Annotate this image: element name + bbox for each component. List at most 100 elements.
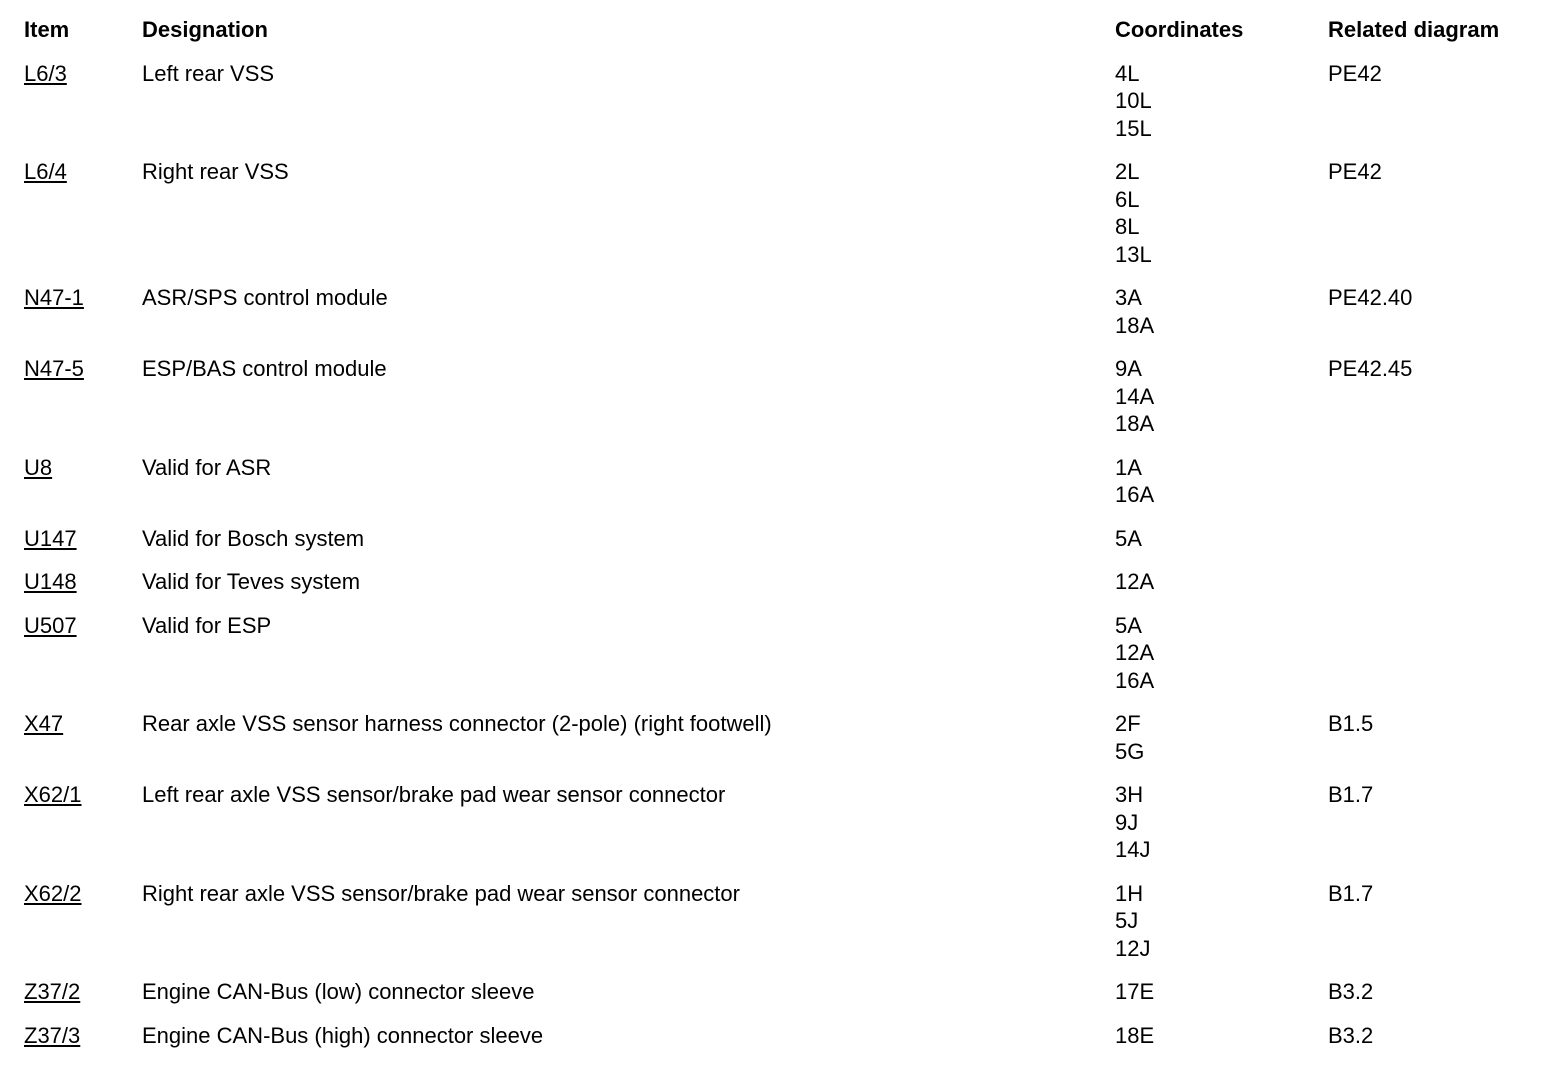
coordinate-value: 18A bbox=[1115, 312, 1155, 338]
item-cell: X62/2 bbox=[24, 880, 142, 908]
table-row: Z37/3 Engine CAN-Bus (high) connector sl… bbox=[24, 1022, 1568, 1050]
designation-cell: Left rear VSS bbox=[142, 60, 275, 86]
related-diagram-cell: B1.7 bbox=[1328, 782, 1374, 807]
coordinate-value: 5G bbox=[1115, 738, 1145, 764]
coordinate-value: 9J bbox=[1115, 809, 1139, 835]
coordinate-value: 16A bbox=[1115, 482, 1155, 507]
coordinate-value: 12A bbox=[1115, 640, 1155, 665]
table-row: Z37/2 Engine CAN-Bus (low) connector sle… bbox=[24, 978, 1568, 1006]
coordinate-value: 2F bbox=[1115, 711, 1141, 736]
table-header-row: Item Designation Coordinates Related dia… bbox=[24, 16, 1568, 44]
item-cell: N47-1 bbox=[24, 284, 142, 312]
coordinate-value: 18E bbox=[1115, 1022, 1155, 1048]
coordinates-cell: 17E bbox=[1115, 978, 1328, 1006]
table-row: U148 Valid for Teves system 12A bbox=[24, 568, 1568, 596]
related-diagram-cell: B1.7 bbox=[1328, 880, 1374, 906]
item-cell: L6/3 bbox=[24, 60, 142, 88]
coordinates-cell: 2L 6L 8L 13L bbox=[1115, 158, 1328, 268]
item-code-link[interactable]: X62/1 bbox=[24, 782, 82, 807]
designation-cell: Engine CAN-Bus (low) connector sleeve bbox=[142, 979, 535, 1004]
item-cell: X47 bbox=[24, 710, 142, 738]
designation-cell: Engine CAN-Bus (high) connector sleeve bbox=[142, 1022, 544, 1048]
item-code-link[interactable]: Z37/2 bbox=[24, 979, 81, 1004]
item-cell: Z37/2 bbox=[24, 978, 142, 1006]
item-cell: X62/1 bbox=[24, 781, 142, 809]
designation-cell: Valid for ESP bbox=[142, 612, 272, 638]
related-diagram-cell: PE42 bbox=[1328, 159, 1382, 184]
item-code-link[interactable]: U8 bbox=[24, 454, 53, 480]
table-row: L6/4 Right rear VSS 2L 6L 8L 13L PE42 bbox=[24, 158, 1568, 268]
column-header-related-diagram: Related diagram bbox=[1328, 17, 1500, 42]
item-code-link[interactable]: U148 bbox=[24, 569, 77, 594]
item-cell: U148 bbox=[24, 568, 142, 596]
item-cell: U507 bbox=[24, 612, 142, 640]
coordinate-value: 16A bbox=[1115, 667, 1155, 693]
coordinates-cell: 3H 9J 14J bbox=[1115, 781, 1328, 864]
column-header-coordinates: Coordinates bbox=[1115, 17, 1244, 42]
coordinate-value: 10L bbox=[1115, 88, 1152, 113]
table-row: X62/2 Right rear axle VSS sensor/brake p… bbox=[24, 880, 1568, 963]
related-diagram-cell: B3.2 bbox=[1328, 979, 1374, 1004]
designation-cell: ASR/SPS control module bbox=[142, 285, 388, 310]
designation-cell: Left rear axle VSS sensor/brake pad wear… bbox=[142, 782, 726, 807]
column-header-item: Item bbox=[24, 17, 70, 42]
column-header-designation: Designation bbox=[142, 17, 268, 42]
designation-cell: Valid for ASR bbox=[142, 454, 272, 480]
item-cell: Z37/3 bbox=[24, 1022, 142, 1050]
table-row: N47-1 ASR/SPS control module 3A 18A PE42.… bbox=[24, 284, 1568, 339]
item-cell: L6/4 bbox=[24, 158, 142, 186]
coordinate-value: 12J bbox=[1115, 935, 1151, 961]
related-diagram-cell: PE42.40 bbox=[1328, 285, 1413, 310]
item-code-link[interactable]: X47 bbox=[24, 711, 64, 736]
item-code-link[interactable]: N47-1 bbox=[24, 285, 84, 310]
item-cell: U8 bbox=[24, 454, 142, 482]
item-code-link[interactable]: X62/2 bbox=[24, 880, 82, 906]
item-code-link[interactable]: U507 bbox=[24, 612, 77, 638]
table-body: L6/3 Left rear VSS 4L 10L 15L PE42 L6/4 Ri… bbox=[24, 60, 1568, 1050]
coordinates-cell: 2F 5G bbox=[1115, 710, 1328, 765]
table-row: X62/1 Left rear axle VSS sensor/brake pa… bbox=[24, 781, 1568, 864]
coordinate-value: 13L bbox=[1115, 241, 1152, 267]
coordinate-value: 8L bbox=[1115, 214, 1140, 239]
item-cell: N47-5 bbox=[24, 355, 142, 383]
table-row: U8 Valid for ASR 1A 16A bbox=[24, 454, 1568, 509]
item-code-link[interactable]: L6/3 bbox=[24, 60, 67, 86]
table-row: N47-5 ESP/BAS control module 9A 14A 18A PE… bbox=[24, 355, 1568, 438]
coordinates-cell: 1A 16A bbox=[1115, 454, 1328, 509]
table-row: U507 Valid for ESP 5A 12A 16A bbox=[24, 612, 1568, 695]
item-code-link[interactable]: L6/4 bbox=[24, 159, 67, 184]
coordinates-cell: 12A bbox=[1115, 568, 1328, 596]
coordinate-value: 5A bbox=[1115, 612, 1142, 638]
coordinate-value: 5J bbox=[1115, 908, 1139, 933]
item-code-link[interactable]: U147 bbox=[24, 525, 77, 551]
coordinate-value: 12A bbox=[1115, 569, 1155, 594]
related-diagram-cell: PE42.45 bbox=[1328, 356, 1413, 381]
coordinate-value: 14J bbox=[1115, 837, 1151, 862]
coordinates-cell: 3A 18A bbox=[1115, 284, 1328, 339]
table-row: L6/3 Left rear VSS 4L 10L 15L PE42 bbox=[24, 60, 1568, 143]
designation-cell: Rear axle VSS sensor harness connector (… bbox=[142, 711, 772, 736]
table-row: X47 Rear axle VSS sensor harness connect… bbox=[24, 710, 1568, 765]
coordinates-cell: 5A 12A 16A bbox=[1115, 612, 1328, 695]
related-diagram-cell: B3.2 bbox=[1328, 1022, 1374, 1048]
coordinates-cell: 1H 5J 12J bbox=[1115, 880, 1328, 963]
item-code-link[interactable]: N47-5 bbox=[24, 356, 84, 381]
designation-cell: Valid for Bosch system bbox=[142, 525, 365, 551]
coordinate-value: 15L bbox=[1115, 115, 1152, 141]
related-diagram-cell: B1.5 bbox=[1328, 711, 1374, 736]
coordinate-value: 3H bbox=[1115, 782, 1144, 807]
coordinate-value: 1H bbox=[1115, 880, 1144, 906]
coordinate-value: 1A bbox=[1115, 454, 1142, 480]
item-code-link[interactable]: Z37/3 bbox=[24, 1022, 81, 1048]
coordinate-value: 4L bbox=[1115, 60, 1140, 86]
coordinate-value: 9A bbox=[1115, 356, 1142, 381]
coordinates-cell: 9A 14A 18A bbox=[1115, 355, 1328, 438]
coordinate-value: 6L bbox=[1115, 186, 1140, 212]
coordinates-cell: 18E bbox=[1115, 1022, 1328, 1050]
coordinate-value: 2L bbox=[1115, 159, 1140, 184]
coordinates-cell: 5A bbox=[1115, 525, 1328, 553]
coordinate-value: 5A bbox=[1115, 525, 1142, 551]
item-cell: U147 bbox=[24, 525, 142, 553]
coordinates-cell: 4L 10L 15L bbox=[1115, 60, 1328, 143]
